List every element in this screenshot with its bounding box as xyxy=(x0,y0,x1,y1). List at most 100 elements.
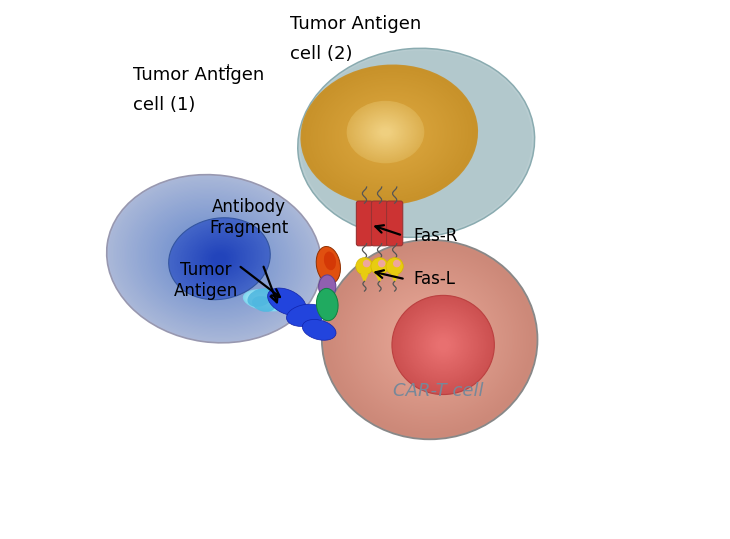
Ellipse shape xyxy=(312,73,466,196)
Ellipse shape xyxy=(113,179,315,338)
Polygon shape xyxy=(391,274,398,281)
Text: Fas-L: Fas-L xyxy=(413,270,456,288)
Ellipse shape xyxy=(192,241,237,276)
Ellipse shape xyxy=(360,112,418,158)
Ellipse shape xyxy=(138,199,290,318)
Ellipse shape xyxy=(356,108,415,156)
Ellipse shape xyxy=(244,289,290,311)
Ellipse shape xyxy=(326,244,533,435)
Ellipse shape xyxy=(325,243,534,437)
Circle shape xyxy=(393,260,401,267)
Ellipse shape xyxy=(371,107,461,179)
Ellipse shape xyxy=(355,271,504,409)
Ellipse shape xyxy=(323,241,536,438)
Ellipse shape xyxy=(347,101,431,168)
Ellipse shape xyxy=(347,101,424,163)
Ellipse shape xyxy=(379,293,480,386)
Ellipse shape xyxy=(426,329,460,361)
Ellipse shape xyxy=(388,301,471,378)
Ellipse shape xyxy=(339,95,439,175)
Ellipse shape xyxy=(351,104,420,160)
Ellipse shape xyxy=(248,292,285,309)
Ellipse shape xyxy=(426,328,461,362)
Ellipse shape xyxy=(432,335,454,355)
Ellipse shape xyxy=(331,248,528,431)
Ellipse shape xyxy=(123,187,306,330)
Ellipse shape xyxy=(253,294,280,307)
Ellipse shape xyxy=(116,182,312,335)
Ellipse shape xyxy=(427,329,459,361)
Ellipse shape xyxy=(429,331,458,359)
Ellipse shape xyxy=(387,300,472,379)
Ellipse shape xyxy=(145,204,284,313)
Ellipse shape xyxy=(350,90,483,196)
Ellipse shape xyxy=(347,88,485,198)
Ellipse shape xyxy=(195,244,234,274)
Ellipse shape xyxy=(134,196,295,322)
Ellipse shape xyxy=(185,231,253,286)
Ellipse shape xyxy=(255,295,278,306)
Ellipse shape xyxy=(358,96,474,190)
Ellipse shape xyxy=(372,121,407,149)
Ellipse shape xyxy=(180,226,260,291)
Ellipse shape xyxy=(162,218,266,300)
Ellipse shape xyxy=(188,239,239,279)
Ellipse shape xyxy=(108,176,320,342)
Ellipse shape xyxy=(424,327,462,363)
Ellipse shape xyxy=(193,243,235,275)
Ellipse shape xyxy=(181,233,247,285)
Ellipse shape xyxy=(333,250,526,429)
Ellipse shape xyxy=(172,225,257,292)
Ellipse shape xyxy=(169,218,269,299)
Ellipse shape xyxy=(342,259,517,420)
Ellipse shape xyxy=(206,248,233,270)
Ellipse shape xyxy=(408,311,478,379)
Ellipse shape xyxy=(401,304,485,386)
Ellipse shape xyxy=(407,310,479,379)
Ellipse shape xyxy=(367,118,411,152)
Ellipse shape xyxy=(336,93,442,177)
Ellipse shape xyxy=(361,113,417,157)
Text: cell (2): cell (2) xyxy=(290,45,352,63)
Ellipse shape xyxy=(151,209,277,308)
Ellipse shape xyxy=(369,119,410,151)
Ellipse shape xyxy=(331,75,501,210)
Ellipse shape xyxy=(118,183,310,334)
Ellipse shape xyxy=(188,233,250,284)
Ellipse shape xyxy=(251,293,283,307)
Ellipse shape xyxy=(322,240,537,439)
Ellipse shape xyxy=(349,103,422,161)
Ellipse shape xyxy=(353,106,418,158)
Ellipse shape xyxy=(179,226,261,292)
Ellipse shape xyxy=(249,292,285,308)
Ellipse shape xyxy=(330,88,448,182)
Ellipse shape xyxy=(401,313,458,366)
Ellipse shape xyxy=(199,247,228,270)
Ellipse shape xyxy=(190,235,249,282)
Ellipse shape xyxy=(410,313,477,377)
Ellipse shape xyxy=(374,123,396,141)
Ellipse shape xyxy=(353,106,418,158)
Ellipse shape xyxy=(363,114,415,156)
Ellipse shape xyxy=(246,291,288,310)
Ellipse shape xyxy=(177,225,261,293)
Ellipse shape xyxy=(191,236,248,282)
Ellipse shape xyxy=(198,241,241,276)
Ellipse shape xyxy=(174,227,254,290)
Text: Tumor
Antigen: Tumor Antigen xyxy=(174,261,238,300)
Ellipse shape xyxy=(184,235,245,282)
Ellipse shape xyxy=(372,121,399,143)
Ellipse shape xyxy=(363,100,469,185)
Ellipse shape xyxy=(370,120,409,150)
Ellipse shape xyxy=(352,105,419,159)
Ellipse shape xyxy=(355,94,477,191)
Ellipse shape xyxy=(187,238,241,280)
Ellipse shape xyxy=(376,289,484,390)
Ellipse shape xyxy=(345,86,488,200)
Ellipse shape xyxy=(316,246,340,284)
Ellipse shape xyxy=(414,324,446,355)
Ellipse shape xyxy=(112,178,317,339)
Ellipse shape xyxy=(172,220,268,298)
Circle shape xyxy=(378,260,385,267)
Ellipse shape xyxy=(363,114,408,150)
